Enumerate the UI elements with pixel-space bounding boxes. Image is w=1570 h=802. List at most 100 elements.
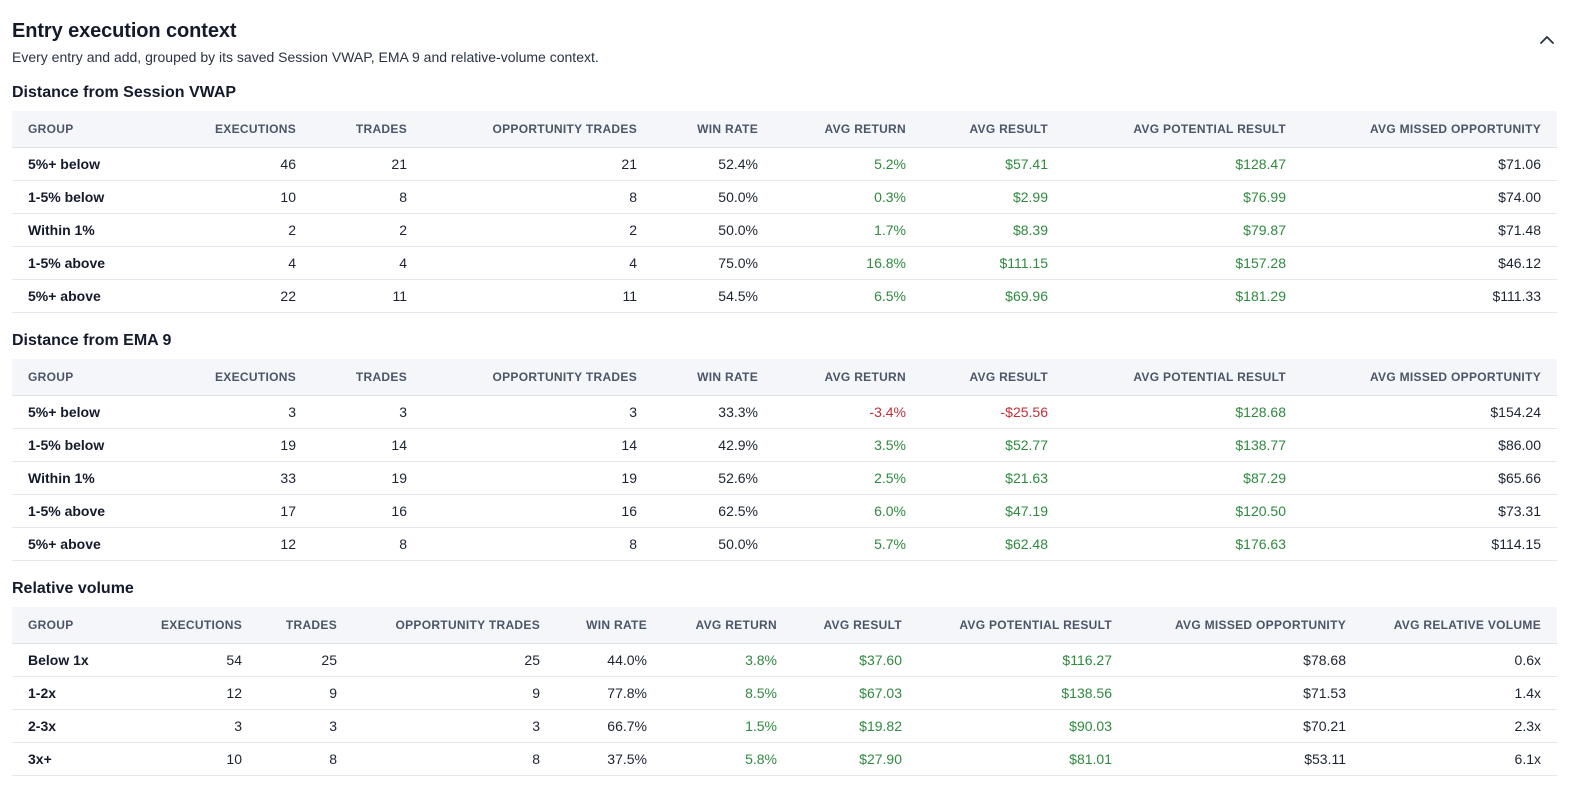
- cell-opportunity-trades: 8: [353, 742, 556, 776]
- ema-header-row: GROUP EXECUTIONS TRADES OPPORTUNITY TRADES W…: [12, 359, 1557, 396]
- cell-avg-potential-result: $79.87: [1064, 213, 1302, 247]
- cell-avg-missed-opportunity: $71.53: [1128, 676, 1362, 710]
- cell-avg-missed-opportunity: $74.00: [1302, 180, 1557, 214]
- cell-avg-result: $67.03: [793, 676, 918, 710]
- vwap-table: GROUP EXECUTIONS TRADES OPPORTUNITY TRADES W…: [12, 111, 1557, 313]
- relvol-header-row: GROUP EXECUTIONS TRADES OPPORTUNITY TRADES W…: [12, 607, 1557, 644]
- cell-avg-return: 1.5%: [663, 709, 793, 743]
- cell-group: Below 1x: [12, 643, 132, 677]
- table-row: Within 1% 2 2 2 50.0% 1.7% $8.39 $79.87 $71.48: [12, 213, 1557, 247]
- chevron-up-icon: [1540, 35, 1554, 44]
- table-row: 1-2x 12 9 9 77.8% 8.5% $67.03 $138.56 $71.53 1.4x: [12, 676, 1557, 710]
- cell-trades: 3: [258, 709, 353, 743]
- cell-opportunity-trades: 9: [353, 676, 556, 710]
- table-row: 5%+ below 3 3 3 33.3% -3.4% -$25.56 $128.68 $154…: [12, 395, 1557, 429]
- column-header-trades: TRADES: [312, 111, 423, 148]
- column-header-avg-result: AVG RESULT: [922, 111, 1064, 148]
- cell-win-rate: 75.0%: [653, 246, 774, 280]
- column-header-group: GROUP: [12, 607, 132, 644]
- cell-executions: 10: [172, 180, 312, 214]
- panel-subtitle: Every entry and add, grouped by its save…: [12, 49, 599, 65]
- cell-avg-return: 1.7%: [774, 213, 922, 247]
- cell-avg-potential-result: $87.29: [1064, 461, 1302, 495]
- cell-executions: 17: [172, 494, 312, 528]
- column-header-opportunity-trades: OPPORTUNITY TRADES: [423, 111, 653, 148]
- column-header-executions: EXECUTIONS: [172, 359, 312, 396]
- cell-win-rate: 77.8%: [556, 676, 663, 710]
- ema-table-body: 5%+ below 3 3 3 33.3% -3.4% -$25.56 $128.68 $154…: [12, 395, 1557, 561]
- cell-avg-potential-result: $128.47: [1064, 147, 1302, 181]
- cell-trades: 11: [312, 279, 423, 313]
- cell-avg-relative-volume: 2.3x: [1362, 709, 1557, 743]
- cell-avg-return: 6.5%: [774, 279, 922, 313]
- cell-avg-result: $8.39: [922, 213, 1064, 247]
- cell-win-rate: 50.0%: [653, 213, 774, 247]
- cell-avg-return: 8.5%: [663, 676, 793, 710]
- cell-executions: 54: [132, 643, 258, 677]
- cell-trades: 3: [312, 395, 423, 429]
- cell-opportunity-trades: 4: [423, 246, 653, 280]
- cell-win-rate: 54.5%: [653, 279, 774, 313]
- column-header-avg-missed-opportunity: AVG MISSED OPPORTUNITY: [1302, 111, 1557, 148]
- vwap-section-title: Distance from Session VWAP: [12, 84, 237, 101]
- cell-avg-return: 3.8%: [663, 643, 793, 677]
- cell-trades: 8: [258, 742, 353, 776]
- table-row: 2-3x 3 3 3 66.7% 1.5% $19.82 $90.03 $70.21 2.3x: [12, 709, 1557, 743]
- cell-opportunity-trades: 16: [423, 494, 653, 528]
- cell-avg-potential-result: $138.56: [918, 676, 1128, 710]
- vwap-header-row: GROUP EXECUTIONS TRADES OPPORTUNITY TRADES W…: [12, 111, 1557, 148]
- collapse-button[interactable]: [1538, 30, 1556, 48]
- column-header-avg-return: AVG RETURN: [774, 111, 922, 148]
- column-header-avg-potential-result: AVG POTENTIAL RESULT: [918, 607, 1128, 644]
- cell-trades: 16: [312, 494, 423, 528]
- cell-win-rate: 37.5%: [556, 742, 663, 776]
- cell-win-rate: 52.4%: [653, 147, 774, 181]
- ema-section-title: Distance from EMA 9: [12, 332, 172, 349]
- cell-avg-missed-opportunity: $78.68: [1128, 643, 1362, 677]
- cell-avg-missed-opportunity: $70.21: [1128, 709, 1362, 743]
- cell-executions: 3: [172, 395, 312, 429]
- cell-executions: 3: [132, 709, 258, 743]
- cell-win-rate: 50.0%: [653, 180, 774, 214]
- cell-avg-return: 3.5%: [774, 428, 922, 462]
- entry-execution-context-panel: Entry execution context Every entry and …: [12, 20, 1557, 776]
- cell-group: 5%+ above: [12, 279, 172, 313]
- cell-avg-missed-opportunity: $86.00: [1302, 428, 1557, 462]
- cell-opportunity-trades: 3: [353, 709, 556, 743]
- cell-avg-result: $52.77: [922, 428, 1064, 462]
- cell-opportunity-trades: 25: [353, 643, 556, 677]
- column-header-group: GROUP: [12, 359, 172, 396]
- cell-group: 2-3x: [12, 709, 132, 743]
- cell-trades: 4: [312, 246, 423, 280]
- cell-avg-relative-volume: 1.4x: [1362, 676, 1557, 710]
- cell-avg-missed-opportunity: $154.24: [1302, 395, 1557, 429]
- column-header-executions: EXECUTIONS: [172, 111, 312, 148]
- table-row: 5%+ above 22 11 11 54.5% 6.5% $69.96 $181.29 $11…: [12, 279, 1557, 313]
- cell-win-rate: 33.3%: [653, 395, 774, 429]
- cell-trades: 21: [312, 147, 423, 181]
- column-header-avg-result: AVG RESULT: [793, 607, 918, 644]
- cell-avg-result: $69.96: [922, 279, 1064, 313]
- cell-avg-potential-result: $181.29: [1064, 279, 1302, 313]
- vwap-table-body: 5%+ below 46 21 21 52.4% 5.2% $57.41 $128.47 $71…: [12, 147, 1557, 313]
- cell-avg-return: 5.2%: [774, 147, 922, 181]
- cell-win-rate: 50.0%: [653, 527, 774, 561]
- cell-avg-result: $111.15: [922, 246, 1064, 280]
- cell-group: Within 1%: [12, 213, 172, 247]
- cell-avg-result: $37.60: [793, 643, 918, 677]
- cell-win-rate: 44.0%: [556, 643, 663, 677]
- cell-avg-return: -3.4%: [774, 395, 922, 429]
- cell-trades: 8: [312, 180, 423, 214]
- cell-group: 1-5% below: [12, 428, 172, 462]
- cell-avg-return: 2.5%: [774, 461, 922, 495]
- cell-opportunity-trades: 3: [423, 395, 653, 429]
- cell-avg-missed-opportunity: $53.11: [1128, 742, 1362, 776]
- table-row: 1-5% above 4 4 4 75.0% 16.8% $111.15 $157.28 $46…: [12, 246, 1557, 280]
- column-header-win-rate: WIN RATE: [653, 111, 774, 148]
- cell-group: 1-2x: [12, 676, 132, 710]
- cell-avg-result: $21.63: [922, 461, 1064, 495]
- column-header-executions: EXECUTIONS: [132, 607, 258, 644]
- cell-win-rate: 42.9%: [653, 428, 774, 462]
- cell-win-rate: 66.7%: [556, 709, 663, 743]
- table-row: 1-5% below 19 14 14 42.9% 3.5% $52.77 $138.77 $8…: [12, 428, 1557, 462]
